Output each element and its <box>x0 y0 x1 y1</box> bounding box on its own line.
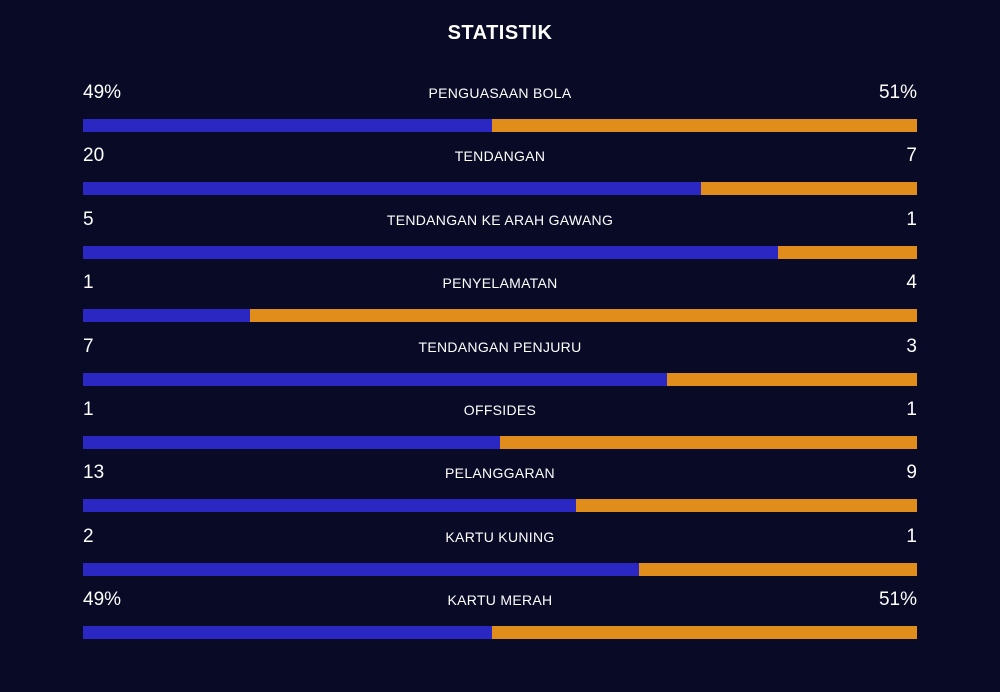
home-value: 2 <box>83 525 94 547</box>
comparison-bar <box>83 119 917 132</box>
stat-label: OFFSIDES <box>463 401 537 418</box>
comparison-bar <box>83 372 917 386</box>
comparison-bar <box>83 182 917 196</box>
home-bar-fill <box>83 562 640 576</box>
stat-labels: 5 TENDANGAN KE ARAH GAWANG 1 <box>83 207 917 235</box>
stat-row: 20 TENDANGAN 7 <box>83 143 917 206</box>
stat-labels: 49% PENGUASAAN BOLA 51% <box>83 80 917 108</box>
home-value: 13 <box>83 462 105 484</box>
stat-labels: 7 TENDANGAN PENJURU 3 <box>83 334 917 362</box>
stat-row: 7 TENDANGAN PENJURU 3 <box>83 334 917 397</box>
comparison-bar <box>83 245 917 259</box>
comparison-bar <box>83 499 917 513</box>
stat-labels: 13 PELANGGARAN 9 <box>83 460 917 488</box>
home-value: 49% <box>83 82 122 103</box>
stat-label: TENDANGAN PENJURU <box>418 338 582 355</box>
home-bar-fill <box>83 245 778 259</box>
statistics-list: 49% PENGUASAAN BOLA 51% 20 TENDANGAN 7 5 TENDAN… <box>83 80 917 651</box>
stat-label: PENGUASAAN BOLA <box>428 85 572 101</box>
stat-row: 1 PENYELAMATAN 4 <box>83 270 917 333</box>
stat-row: 1 OFFSIDES 1 <box>83 397 917 460</box>
comparison-bar <box>83 562 917 576</box>
statistics-title: STATISTIK <box>447 22 553 44</box>
stat-label: PELANGGARAN <box>445 465 555 482</box>
home-value: 1 <box>83 272 94 294</box>
home-bar-fill <box>83 499 576 513</box>
home-bar-fill <box>83 435 500 449</box>
stat-row: 49% PENGUASAAN BOLA 51% <box>83 80 917 143</box>
home-bar-fill <box>83 119 492 132</box>
stat-label: KARTU MERAH <box>447 592 553 609</box>
stat-label: KARTU KUNING <box>445 528 555 545</box>
away-value: 3 <box>906 335 917 357</box>
away-value: 1 <box>906 208 917 230</box>
stat-labels: 1 PENYELAMATAN 4 <box>83 270 917 298</box>
stat-label: TENDANGAN KE ARAH GAWANG <box>386 211 614 228</box>
stat-labels: 49% KARTU MERAH 51% <box>83 587 917 615</box>
stat-label: PENYELAMATAN <box>442 275 558 292</box>
away-value: 4 <box>906 272 917 294</box>
away-value: 51% <box>878 589 917 611</box>
home-value: 49% <box>83 589 122 611</box>
stat-row: 49% KARTU MERAH 51% <box>83 587 917 650</box>
home-value: 20 <box>83 145 105 167</box>
away-value: 7 <box>906 145 917 167</box>
home-value: 1 <box>83 398 94 420</box>
home-bar-fill <box>83 309 250 323</box>
comparison-bar <box>83 435 917 449</box>
stat-row: 5 TENDANGAN KE ARAH GAWANG 1 <box>83 207 917 270</box>
stat-row: 13 PELANGGARAN 9 <box>83 460 917 523</box>
stat-labels: 1 OFFSIDES 1 <box>83 397 917 425</box>
stat-label: TENDANGAN <box>454 148 546 165</box>
stat-labels: 2 KARTU KUNING 1 <box>83 524 917 552</box>
home-bar-fill <box>83 626 492 640</box>
home-bar-fill <box>83 182 701 196</box>
comparison-bar <box>83 309 917 323</box>
away-value: 1 <box>906 525 917 547</box>
home-bar-fill <box>83 372 667 386</box>
home-value: 5 <box>83 208 94 230</box>
away-value: 9 <box>906 462 917 484</box>
away-value: 51% <box>878 82 917 103</box>
stat-row: 2 KARTU KUNING 1 <box>83 524 917 587</box>
comparison-bar <box>83 626 917 640</box>
home-value: 7 <box>83 335 94 357</box>
away-value: 1 <box>906 398 917 420</box>
stat-labels: 20 TENDANGAN 7 <box>83 143 917 171</box>
